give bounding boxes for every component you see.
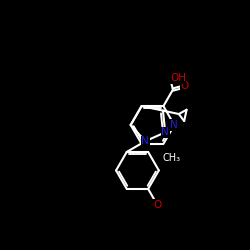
Text: N: N — [161, 127, 169, 137]
Text: N: N — [170, 120, 178, 130]
Text: CH₃: CH₃ — [162, 152, 180, 162]
Text: N: N — [142, 136, 149, 146]
Text: O: O — [180, 82, 189, 92]
Text: OH: OH — [170, 73, 186, 83]
Text: O: O — [153, 200, 161, 210]
